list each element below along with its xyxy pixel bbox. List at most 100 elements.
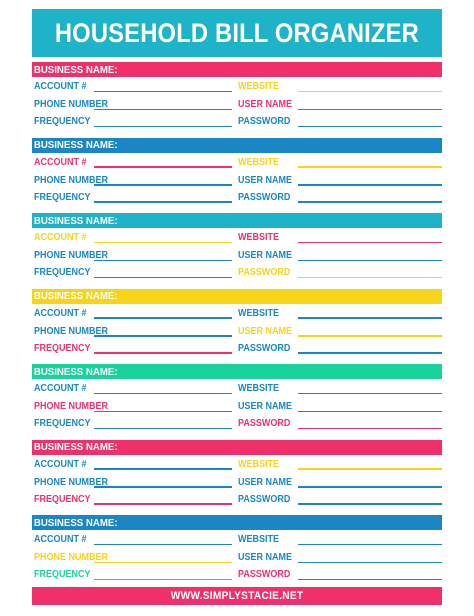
- phone-entry-line[interactable]: [94, 108, 232, 110]
- phone-entry-line[interactable]: [94, 486, 232, 488]
- frequency-entry-line[interactable]: [94, 427, 232, 429]
- footer-url: WWW.SIMPLYSTACIE.NET: [170, 590, 304, 602]
- account-label: ACCOUNT #: [34, 534, 87, 545]
- business-name-header: BUSINESS NAME:: [32, 137, 442, 153]
- username-label: USER NAME: [238, 325, 293, 337]
- field-row: FREQUENCY PASSWORD: [32, 264, 442, 281]
- business-name-label: BUSINESS NAME:: [33, 290, 118, 302]
- business-name-header: BUSINESS NAME:: [32, 439, 442, 455]
- password-entry-line[interactable]: [298, 352, 442, 354]
- phone-label: PHONE NUMBER: [34, 401, 109, 412]
- website-entry-line[interactable]: [298, 90, 442, 92]
- account-entry-line[interactable]: [94, 166, 232, 168]
- website-label: WEBSITE: [238, 307, 280, 319]
- phone-entry-line[interactable]: [94, 259, 232, 261]
- frequency-entry-line[interactable]: [94, 352, 232, 354]
- website-entry-line[interactable]: [298, 392, 442, 394]
- website-entry-line[interactable]: [298, 468, 442, 470]
- password-label: PASSWORD: [238, 418, 291, 429]
- phone-label: PHONE NUMBER: [34, 250, 109, 261]
- footer-banner: WWW.SIMPLYSTACIE.NET: [32, 587, 442, 605]
- password-label: PASSWORD: [238, 116, 291, 127]
- field-row: PHONE NUMBER USER NAME: [32, 398, 442, 415]
- title-banner: HOUSEHOLD BILL ORGANIZER: [32, 9, 442, 57]
- username-entry-line[interactable]: [298, 410, 442, 412]
- business-name-header: BUSINESS NAME:: [32, 62, 442, 77]
- bill-block: BUSINESS NAME: ACCOUNT # WEBSITE PHONE NUMB…: [32, 515, 442, 587]
- field-row: ACCOUNT # WEBSITE: [32, 229, 442, 246]
- website-entry-line[interactable]: [298, 166, 442, 168]
- frequency-label: FREQUENCY: [34, 342, 91, 354]
- field-row: ACCOUNT # WEBSITE: [32, 456, 442, 473]
- website-label: WEBSITE: [238, 81, 280, 92]
- business-name-header: BUSINESS NAME:: [32, 515, 442, 530]
- username-entry-line[interactable]: [298, 108, 442, 110]
- phone-entry-line[interactable]: [94, 410, 232, 412]
- account-label: ACCOUNT #: [34, 307, 87, 319]
- website-entry-line[interactable]: [298, 317, 442, 319]
- website-entry-line[interactable]: [298, 241, 442, 243]
- username-label: USER NAME: [238, 552, 293, 563]
- business-name-label: BUSINESS NAME:: [33, 214, 118, 227]
- field-row: FREQUENCY PASSWORD: [32, 566, 442, 583]
- username-entry-line[interactable]: [298, 259, 442, 261]
- phone-label: PHONE NUMBER: [34, 325, 109, 337]
- field-row: ACCOUNT # WEBSITE: [32, 531, 442, 548]
- username-label: USER NAME: [238, 476, 293, 488]
- field-row: FREQUENCY PASSWORD: [32, 415, 442, 432]
- phone-label: PHONE NUMBER: [34, 552, 109, 563]
- username-entry-line[interactable]: [298, 184, 442, 186]
- account-entry-line[interactable]: [94, 317, 232, 319]
- username-label: USER NAME: [238, 174, 293, 186]
- account-entry-line[interactable]: [94, 90, 232, 92]
- phone-entry-line[interactable]: [94, 184, 232, 186]
- username-label: USER NAME: [238, 401, 293, 412]
- frequency-label: FREQUENCY: [34, 493, 91, 505]
- frequency-label: FREQUENCY: [34, 116, 91, 127]
- password-entry-line[interactable]: [298, 276, 442, 278]
- password-label: PASSWORD: [238, 342, 291, 354]
- field-row: FREQUENCY PASSWORD: [32, 340, 442, 357]
- field-row: PHONE NUMBER USER NAME: [32, 549, 442, 566]
- password-entry-line[interactable]: [298, 201, 442, 203]
- business-name-label: BUSINESS NAME:: [33, 139, 118, 151]
- phone-entry-line[interactable]: [94, 335, 232, 337]
- username-entry-line[interactable]: [298, 335, 442, 337]
- username-entry-line[interactable]: [298, 486, 442, 488]
- account-entry-line[interactable]: [94, 241, 232, 243]
- frequency-entry-line[interactable]: [94, 578, 232, 580]
- phone-entry-line[interactable]: [94, 561, 232, 563]
- field-row: ACCOUNT # WEBSITE: [32, 78, 442, 95]
- username-label: USER NAME: [238, 250, 293, 261]
- bill-block: BUSINESS NAME: ACCOUNT # WEBSITE PHONE NUMB…: [32, 62, 442, 134]
- business-name-header: BUSINESS NAME:: [32, 364, 442, 379]
- account-entry-line[interactable]: [94, 392, 232, 394]
- password-entry-line[interactable]: [298, 427, 442, 429]
- frequency-entry-line[interactable]: [94, 503, 232, 505]
- frequency-entry-line[interactable]: [94, 201, 232, 203]
- page-title: HOUSEHOLD BILL ORGANIZER: [54, 17, 420, 48]
- phone-label: PHONE NUMBER: [34, 99, 109, 110]
- password-label: PASSWORD: [238, 267, 291, 278]
- frequency-entry-line[interactable]: [94, 276, 232, 278]
- bill-block: BUSINESS NAME: ACCOUNT # WEBSITE PHONE NUMB…: [32, 137, 442, 210]
- field-row: FREQUENCY PASSWORD: [32, 491, 442, 508]
- business-name-label: BUSINESS NAME:: [33, 441, 118, 453]
- account-entry-line[interactable]: [94, 543, 232, 545]
- website-label: WEBSITE: [238, 534, 280, 545]
- password-entry-line[interactable]: [298, 125, 442, 127]
- phone-label: PHONE NUMBER: [34, 476, 109, 488]
- account-label: ACCOUNT #: [34, 458, 87, 470]
- account-label: ACCOUNT #: [34, 383, 87, 394]
- frequency-label: FREQUENCY: [34, 569, 91, 580]
- website-label: WEBSITE: [238, 156, 280, 168]
- username-entry-line[interactable]: [298, 561, 442, 563]
- website-entry-line[interactable]: [298, 543, 442, 545]
- frequency-entry-line[interactable]: [94, 125, 232, 127]
- phone-label: PHONE NUMBER: [34, 174, 109, 186]
- password-entry-line[interactable]: [298, 578, 442, 580]
- password-entry-line[interactable]: [298, 503, 442, 505]
- password-label: PASSWORD: [238, 569, 291, 580]
- account-entry-line[interactable]: [94, 468, 232, 470]
- field-row: PHONE NUMBER USER NAME: [32, 247, 442, 264]
